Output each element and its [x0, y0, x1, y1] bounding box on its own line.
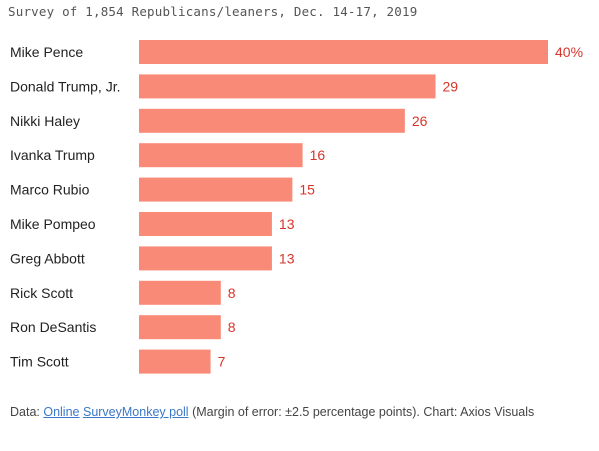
value-label: 8 [228, 285, 236, 301]
value-label: 26 [412, 113, 428, 129]
bar [139, 143, 303, 168]
bar [139, 280, 221, 305]
bar-chart: Mike Pence 40% Donald Trump, Jr. 29 Nikki Ha… [10, 40, 583, 374]
footer-link-online[interactable]: Online [43, 405, 80, 419]
bar [139, 40, 548, 64]
value-label: 29 [443, 78, 459, 94]
category-label: Tim Scott [10, 354, 69, 370]
category-label: Mike Pompeo [10, 216, 96, 232]
value-label: 7 [218, 354, 226, 370]
value-label: 8 [228, 319, 236, 335]
category-label: Ivanka Trump [10, 147, 95, 163]
value-label: 13 [279, 250, 295, 266]
bar [139, 212, 272, 236]
category-label: Nikki Haley [10, 113, 80, 129]
footer-prefix: Data: [10, 405, 44, 419]
bar [139, 315, 221, 340]
value-label: 16 [310, 147, 326, 163]
category-label: Donald Trump, Jr. [10, 78, 121, 94]
bar [139, 349, 211, 374]
chart-footer: Data: Online SurveyMonkey poll (Margin o… [10, 403, 570, 422]
value-label: 13 [279, 216, 295, 232]
bar [139, 108, 405, 133]
bar [139, 74, 436, 99]
value-label: 15 [299, 182, 315, 198]
category-label: Rick Scott [10, 285, 73, 301]
bar [139, 246, 272, 271]
chart-subtitle: Survey of 1,854 Republicans/leaners, Dec… [8, 4, 418, 19]
footer-suffix: (Margin of error: ±2.5 percentage points… [188, 405, 535, 419]
category-label: Marco Rubio [10, 182, 90, 198]
category-label: Greg Abbott [10, 250, 85, 266]
category-label: Mike Pence [10, 44, 83, 60]
footer-link-surveymonkey[interactable]: SurveyMonkey poll [82, 405, 189, 419]
category-label: Ron DeSantis [10, 319, 96, 335]
bar [139, 177, 293, 202]
value-label: 40% [555, 44, 583, 60]
